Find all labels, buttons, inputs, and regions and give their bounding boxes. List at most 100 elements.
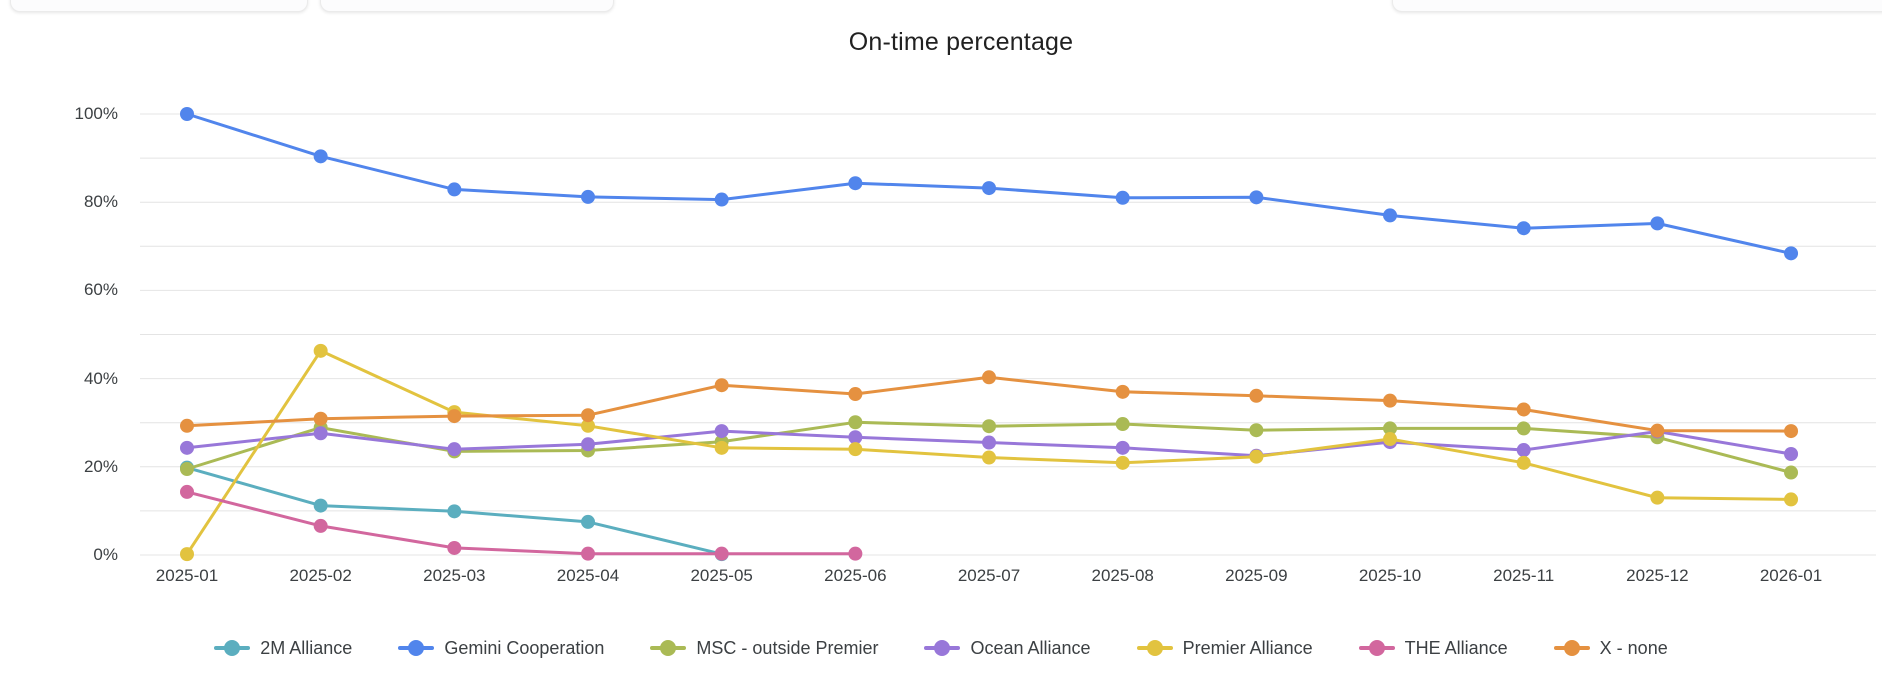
legend-item-gemini-cooperation[interactable]: Gemini Cooperation bbox=[398, 638, 604, 659]
data-point[interactable] bbox=[982, 435, 997, 450]
data-point[interactable] bbox=[1516, 221, 1531, 236]
data-point[interactable] bbox=[1115, 190, 1130, 205]
data-point[interactable] bbox=[1650, 490, 1665, 505]
data-point[interactable] bbox=[982, 419, 997, 434]
y-axis-tick-label: 40% bbox=[83, 368, 118, 388]
data-point[interactable] bbox=[1383, 432, 1398, 447]
top-card-right[interactable] bbox=[1392, 0, 1882, 12]
data-point[interactable] bbox=[714, 546, 729, 561]
series-line-the-alliance bbox=[186, 490, 856, 556]
data-point[interactable] bbox=[1249, 423, 1264, 438]
chart-canvas[interactable] bbox=[0, 0, 1882, 620]
data-point[interactable] bbox=[447, 182, 462, 197]
data-point[interactable] bbox=[714, 378, 729, 393]
y-axis-tick-label: 80% bbox=[83, 192, 118, 212]
data-point[interactable] bbox=[982, 450, 997, 465]
data-point[interactable] bbox=[313, 343, 328, 358]
data-point[interactable] bbox=[1650, 423, 1665, 438]
data-point[interactable] bbox=[1784, 465, 1799, 480]
data-point[interactable] bbox=[1784, 424, 1799, 439]
data-point[interactable] bbox=[447, 504, 462, 519]
x-axis-tick-label: 2025-01 bbox=[155, 566, 219, 585]
data-point[interactable] bbox=[180, 418, 194, 433]
data-point[interactable] bbox=[180, 547, 194, 562]
legend-series-marker-icon bbox=[650, 640, 687, 656]
data-point[interactable] bbox=[1249, 449, 1264, 464]
data-point[interactable] bbox=[1784, 246, 1799, 261]
x-axis-tick-label: 2025-04 bbox=[556, 566, 620, 585]
data-point[interactable] bbox=[848, 546, 863, 561]
data-point[interactable] bbox=[1784, 447, 1799, 462]
x-axis-tick-label: 2025-05 bbox=[690, 566, 753, 585]
data-point[interactable] bbox=[180, 107, 194, 121]
data-point[interactable] bbox=[1115, 384, 1130, 399]
legend-item-x-none[interactable]: X - none bbox=[1553, 638, 1668, 659]
data-point[interactable] bbox=[1383, 208, 1398, 223]
data-point[interactable] bbox=[313, 518, 328, 533]
data-point[interactable] bbox=[313, 498, 328, 513]
legend-item-2m-alliance[interactable]: 2M Alliance bbox=[214, 638, 352, 659]
legend-item-msc-outside-premier[interactable]: MSC - outside Premier bbox=[650, 638, 878, 659]
data-point[interactable] bbox=[581, 408, 596, 423]
data-point[interactable] bbox=[447, 442, 462, 457]
x-axis-tick-label: 2025-11 bbox=[1493, 566, 1555, 585]
data-point[interactable] bbox=[848, 442, 863, 457]
y-axis-tick-label: 100% bbox=[74, 104, 118, 123]
data-point[interactable] bbox=[848, 176, 863, 191]
legend-series-marker-icon bbox=[1136, 640, 1173, 656]
legend-item-the-alliance[interactable]: THE Alliance bbox=[1358, 637, 1508, 659]
legend-series-marker-icon bbox=[924, 640, 961, 656]
y-axis-tick-label: 20% bbox=[83, 456, 118, 476]
data-point[interactable] bbox=[447, 409, 462, 424]
data-point[interactable] bbox=[581, 189, 596, 204]
data-point[interactable] bbox=[1516, 443, 1531, 458]
x-axis-tick-label: 2025-08 bbox=[1091, 566, 1154, 585]
legend-item-ocean-alliance[interactable]: Ocean Alliance bbox=[924, 638, 1091, 659]
data-point[interactable] bbox=[848, 387, 863, 402]
data-point[interactable] bbox=[581, 546, 596, 561]
data-point[interactable] bbox=[180, 462, 194, 477]
data-point[interactable] bbox=[1516, 402, 1531, 417]
data-point[interactable] bbox=[982, 181, 997, 196]
data-point[interactable] bbox=[180, 484, 194, 499]
data-point[interactable] bbox=[1383, 393, 1398, 408]
data-point[interactable] bbox=[848, 430, 863, 445]
legend-series-marker-icon bbox=[398, 640, 435, 656]
legend: 2M Alliance Gemini Cooperation MSC - outsi… bbox=[0, 630, 1882, 666]
data-point[interactable] bbox=[1115, 417, 1130, 432]
data-point[interactable] bbox=[1516, 421, 1531, 436]
y-axis-tick-label: 0% bbox=[93, 545, 118, 564]
chart-title: On-time percentage bbox=[848, 28, 1074, 56]
x-axis-tick-label: 2025-12 bbox=[1626, 566, 1689, 585]
legend-label: THE Alliance bbox=[1404, 637, 1508, 658]
legend-label: MSC - outside Premier bbox=[696, 637, 879, 658]
legend-label: 2M Alliance bbox=[260, 637, 353, 658]
data-point[interactable] bbox=[714, 440, 729, 455]
data-point[interactable] bbox=[1249, 190, 1264, 205]
legend-series-marker-icon bbox=[214, 640, 251, 656]
data-point[interactable] bbox=[848, 415, 863, 430]
data-point[interactable] bbox=[1784, 492, 1799, 507]
x-axis-tick-label: 2025-06 bbox=[824, 566, 887, 585]
data-point[interactable] bbox=[982, 370, 997, 385]
data-point[interactable] bbox=[1115, 455, 1130, 470]
data-point[interactable] bbox=[581, 437, 596, 452]
data-point[interactable] bbox=[714, 424, 729, 439]
data-point[interactable] bbox=[313, 149, 328, 164]
data-point[interactable] bbox=[313, 426, 328, 441]
data-point[interactable] bbox=[1650, 216, 1665, 231]
legend-series-marker-icon bbox=[1358, 640, 1395, 656]
data-point[interactable] bbox=[1516, 455, 1531, 470]
legend-series-marker-icon bbox=[1553, 640, 1590, 656]
data-point[interactable] bbox=[1383, 421, 1398, 436]
legend-label: Premier Alliance bbox=[1182, 637, 1313, 658]
data-point[interactable] bbox=[1115, 440, 1130, 455]
data-point[interactable] bbox=[1249, 388, 1264, 403]
data-point[interactable] bbox=[447, 540, 462, 555]
legend-item-premier-alliance[interactable]: Premier Alliance bbox=[1136, 637, 1313, 659]
data-point[interactable] bbox=[313, 411, 328, 426]
data-point[interactable] bbox=[581, 418, 596, 433]
data-point[interactable] bbox=[581, 514, 596, 529]
data-point[interactable] bbox=[714, 192, 729, 207]
data-point[interactable] bbox=[180, 440, 194, 455]
